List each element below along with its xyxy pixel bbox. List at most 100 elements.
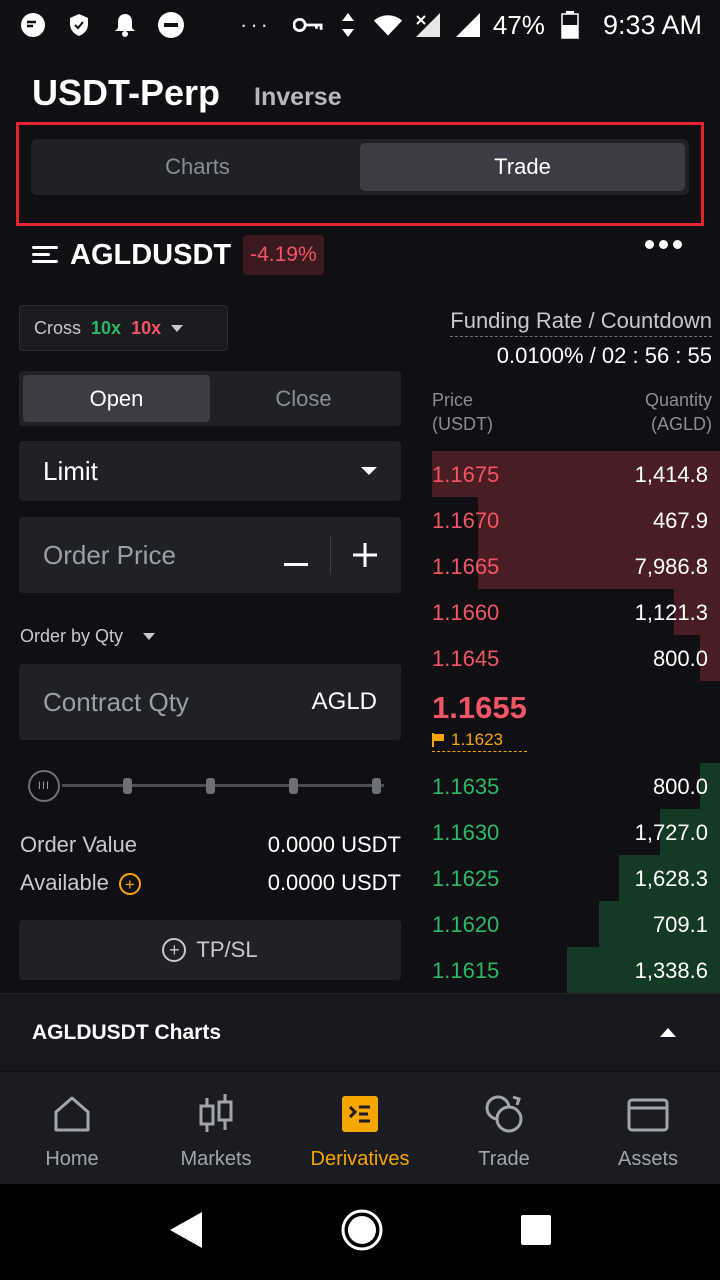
tpsl-button[interactable]: + TP/SL xyxy=(19,920,401,980)
bid-qty: 1,338.6 xyxy=(634,958,708,983)
available-value: 0.0000 USDT xyxy=(267,870,401,895)
shield-icon xyxy=(64,10,94,40)
last-price-block[interactable]: 1.1655 1.1623 xyxy=(432,690,527,752)
status-bar: ··· 47% 9:33 AM xyxy=(0,0,720,50)
ask-row[interactable]: 1.1645 800.0 xyxy=(432,635,720,681)
nav-derivatives-label: Derivatives xyxy=(310,1148,410,1170)
nav-markets-label: Markets xyxy=(180,1148,252,1170)
increase-price-button[interactable] xyxy=(353,534,377,577)
battery-percent: 47% xyxy=(492,9,545,40)
tpsl-label: TP/SL xyxy=(196,937,258,962)
ask-row[interactable]: 1.1670 467.9 xyxy=(432,497,720,543)
nav-markets[interactable]: Markets xyxy=(144,1072,288,1184)
clock: 9:33 AM xyxy=(602,9,702,40)
tab-charts[interactable]: Charts xyxy=(165,154,230,179)
home-icon xyxy=(50,1092,94,1136)
ask-row[interactable]: 1.1660 1,121.3 xyxy=(432,589,720,635)
chevron-up-icon[interactable] xyxy=(660,1028,676,1037)
nav-assets-label: Assets xyxy=(617,1148,679,1170)
home-button-icon[interactable] xyxy=(340,1208,384,1257)
bid-price: 1.1620 xyxy=(432,912,500,937)
depth-bar xyxy=(478,497,720,543)
decrease-price-button[interactable] xyxy=(284,534,308,577)
bid-price: 1.1615 xyxy=(432,958,500,983)
ask-qty: 467.9 xyxy=(652,508,708,533)
charts-drawer[interactable]: AGLDUSDT Charts xyxy=(0,993,720,1071)
bid-row[interactable]: 1.1630 1,727.0 xyxy=(432,809,720,855)
slider-handle[interactable]: III xyxy=(28,770,60,802)
qty-unit: AGLD xyxy=(311,688,377,715)
depth-bar xyxy=(699,763,720,809)
signal-full-icon xyxy=(453,10,483,40)
nav-trade-label: Trade xyxy=(478,1148,530,1170)
ask-row[interactable]: 1.1675 1,414.8 xyxy=(432,451,720,497)
tab-trade[interactable]: Trade xyxy=(360,143,685,191)
long-leverage: 10x xyxy=(91,317,122,338)
chevron-down-icon xyxy=(171,324,184,332)
slider-tick[interactable] xyxy=(289,778,298,794)
available-row: Available + 0.0000 USDT xyxy=(20,870,401,896)
back-icon[interactable] xyxy=(168,1210,204,1255)
do-not-disturb-icon xyxy=(156,10,186,40)
order-by-label: Order by Qty xyxy=(20,626,124,646)
bid-qty: 709.1 xyxy=(652,912,708,937)
order-by-selector[interactable]: Order by Qty xyxy=(20,626,156,647)
highlight-annotation-box xyxy=(16,122,704,226)
funding-info: Funding Rate / Countdown 0.0100% / 02 : … xyxy=(450,308,712,369)
tab-close[interactable]: Close xyxy=(275,385,332,411)
open-close-switcher: Open Close xyxy=(19,371,401,426)
more-options-icon[interactable] xyxy=(645,240,682,249)
bid-qty: 1,727.0 xyxy=(634,820,708,845)
battery-icon xyxy=(555,10,585,40)
plus-circle-icon: + xyxy=(162,938,187,962)
ask-price: 1.1660 xyxy=(432,600,500,625)
contract-qty-field[interactable]: Contract Qty AGLD xyxy=(19,664,401,740)
slider-tick[interactable] xyxy=(123,778,132,794)
inverse-tab[interactable]: Inverse xyxy=(254,83,342,111)
page-header: USDT-Perp Inverse xyxy=(32,72,342,114)
funding-value: 0.0100% / 02 : 56 : 55 xyxy=(496,343,712,368)
bid-qty: 800.0 xyxy=(652,774,708,799)
slider-tick[interactable] xyxy=(206,778,215,794)
nav-derivatives[interactable]: Derivatives xyxy=(288,1072,432,1184)
ask-qty: 1,121.3 xyxy=(634,600,708,625)
depth-bar xyxy=(673,589,720,635)
bid-row[interactable]: 1.1620 709.1 xyxy=(432,901,720,947)
bid-row[interactable]: 1.1615 1,338.6 xyxy=(432,947,720,993)
ask-qty: 1,414.8 xyxy=(634,462,708,487)
bid-qty: 1,628.3 xyxy=(634,866,708,891)
margin-mode-label: Cross xyxy=(34,317,82,338)
vpn-key-icon xyxy=(292,10,323,40)
symbol-selector[interactable]: AGLDUSDT -4.19% xyxy=(32,232,324,278)
chat-bubble-icon xyxy=(18,10,48,40)
order-price-field[interactable]: Order Price xyxy=(19,517,401,593)
tab-open[interactable]: Open xyxy=(23,375,210,422)
leverage-selector[interactable]: Cross 10x 10x xyxy=(19,305,228,351)
wifi-icon xyxy=(373,10,403,40)
flag-icon xyxy=(432,733,445,747)
qty-unit-header: (AGLD) xyxy=(650,414,712,434)
depth-bar xyxy=(699,635,720,681)
market-type-title[interactable]: USDT-Perp xyxy=(32,72,221,113)
bottom-nav: Home Markets Derivatives Trade Assets xyxy=(0,1072,720,1184)
ask-row[interactable]: 1.1665 7,986.8 xyxy=(432,543,720,589)
chevron-down-icon xyxy=(143,633,156,640)
ask-price: 1.1670 xyxy=(432,508,500,533)
order-value-label: Order Value xyxy=(20,832,137,857)
signal-icon xyxy=(413,10,443,40)
price-unit: (USDT) xyxy=(432,414,493,434)
nav-assets[interactable]: Assets xyxy=(576,1072,720,1184)
qty-percentage-slider[interactable]: III xyxy=(28,770,384,802)
depth-bar xyxy=(478,543,720,589)
bid-row[interactable]: 1.1635 800.0 xyxy=(432,763,720,809)
slider-tick[interactable] xyxy=(372,778,381,794)
depth-bar xyxy=(599,901,720,947)
recents-icon[interactable] xyxy=(520,1214,552,1251)
nav-trade[interactable]: Trade xyxy=(432,1072,576,1184)
nav-home-label: Home xyxy=(45,1148,99,1170)
nav-home[interactable]: Home xyxy=(0,1072,144,1184)
bid-row[interactable]: 1.1625 1,628.3 xyxy=(432,855,720,901)
order-type-select[interactable]: Limit xyxy=(19,441,401,501)
funding-label[interactable]: Funding Rate / Countdown xyxy=(450,308,712,337)
add-funds-icon[interactable]: + xyxy=(118,873,141,896)
